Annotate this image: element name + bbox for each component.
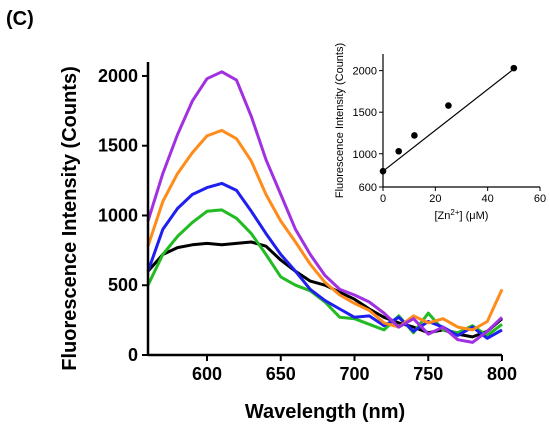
series-line-2	[146, 208, 503, 337]
inset-x-tick-label: 60	[534, 193, 546, 205]
main-y-tick-label: 1500	[98, 136, 138, 156]
inset-x-tick-label: 0	[380, 193, 386, 205]
main-y-tick-label: 500	[108, 275, 138, 295]
main-y-tick-label: 0	[128, 345, 138, 365]
inset-x-tick-label: 40	[482, 193, 494, 205]
main-y-ticks: 0 500 1000 1500 2000	[98, 66, 148, 365]
inset-plot: 0 20 40 60 600 1000 1500 2000 [Zn2+] (μM) Fluo…	[334, 43, 546, 222]
inset-data-points	[379, 64, 518, 175]
main-y-tick-label: 1000	[98, 205, 138, 225]
inset-data-point	[395, 147, 403, 155]
inset-data-point	[379, 167, 387, 175]
series-line-4	[146, 128, 504, 332]
inset-y-tick-label: 2000	[353, 66, 377, 78]
inset-x-axis-title: [Zn2+] (μM)	[435, 208, 489, 222]
inset-y-tick-label: 1500	[353, 107, 377, 119]
inset-y-tick-label: 600	[359, 182, 377, 194]
main-y-tick-label: 2000	[98, 66, 138, 86]
main-x-tick-label: 750	[413, 364, 443, 384]
panel-label: (C)	[6, 8, 34, 30]
inset-fit-line	[382, 68, 515, 172]
inset-y-tick-label: 1000	[353, 149, 377, 161]
main-x-tick-label: 650	[266, 364, 296, 384]
main-x-axis-title: Wavelength (nm)	[245, 401, 405, 423]
main-x-tick-label: 800	[487, 364, 517, 384]
main-y-axis-title: Fluorescence Intensity (Counts)	[59, 66, 81, 371]
series-line-3	[146, 181, 503, 340]
inset-data-point	[411, 132, 418, 139]
main-x-tick-label: 600	[192, 364, 222, 384]
main-x-ticks: 600 650 700 750 800	[192, 355, 517, 384]
main-x-tick-label: 700	[339, 364, 369, 384]
inset-y-axis-title: Fluorescence Intensity (Counts)	[334, 43, 346, 198]
inset-x-tick-label: 20	[429, 193, 441, 205]
main-plot: 600 650 700 750 800 0 500 1000 1500 2000 Wavelen…	[59, 62, 517, 423]
inset-x-ticks: 0 20 40 60	[380, 187, 546, 205]
series-line-5	[146, 70, 504, 344]
inset-data-point	[445, 102, 452, 109]
inset-data-point	[510, 64, 518, 72]
inset-y-ticks: 600 1000 1500 2000	[353, 66, 383, 194]
main-series-lines	[146, 70, 504, 344]
